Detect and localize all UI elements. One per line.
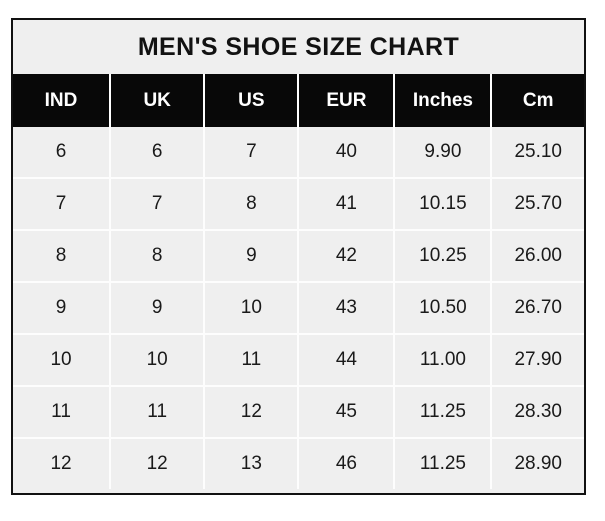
cell-uk: 12 xyxy=(110,437,206,489)
column-header-us: US xyxy=(204,74,300,127)
cell-us: 13 xyxy=(204,437,300,489)
table-row: 10 10 11 44 11.00 27.90 xyxy=(13,333,584,386)
cell-uk: 10 xyxy=(110,333,206,386)
cell-eur: 45 xyxy=(298,385,396,438)
cell-uk: 9 xyxy=(110,281,206,334)
cell-inches: 9.90 xyxy=(394,127,493,178)
cell-eur: 43 xyxy=(298,281,396,334)
table-row: 7 7 8 41 10.15 25.70 xyxy=(13,177,584,230)
chart-title: MEN'S SHOE SIZE CHART xyxy=(13,20,584,74)
column-header-uk: UK xyxy=(110,74,206,127)
column-header-inches: Inches xyxy=(394,74,493,127)
cell-us: 9 xyxy=(204,229,300,282)
cell-us: 12 xyxy=(204,385,300,438)
cell-inches: 11.00 xyxy=(394,333,493,386)
cell-inches: 11.25 xyxy=(394,385,493,438)
cell-cm: 26.00 xyxy=(491,229,584,282)
cell-us: 8 xyxy=(204,177,300,230)
cell-cm: 26.70 xyxy=(491,281,584,334)
cell-ind: 10 xyxy=(13,333,112,386)
cell-eur: 41 xyxy=(298,177,396,230)
cell-uk: 6 xyxy=(110,127,206,178)
cell-ind: 7 xyxy=(13,177,112,230)
cell-ind: 11 xyxy=(13,385,112,438)
cell-us: 7 xyxy=(204,127,300,178)
cell-ind: 6 xyxy=(13,127,112,178)
cell-ind: 8 xyxy=(13,229,112,282)
cell-ind: 12 xyxy=(13,437,112,489)
cell-inches: 10.50 xyxy=(394,281,493,334)
table-row: 6 6 7 40 9.90 25.10 xyxy=(13,127,584,178)
cell-eur: 40 xyxy=(298,127,396,178)
cell-uk: 7 xyxy=(110,177,206,230)
cell-cm: 25.10 xyxy=(491,127,584,178)
cell-eur: 42 xyxy=(298,229,396,282)
cell-inches: 11.25 xyxy=(394,437,493,489)
shoe-size-table: IND UK US EUR Inches Cm 6 6 7 40 9.90 25… xyxy=(13,74,584,489)
cell-uk: 11 xyxy=(110,385,206,438)
cell-us: 11 xyxy=(204,333,300,386)
table-body: 6 6 7 40 9.90 25.10 7 7 8 41 10.15 25.70… xyxy=(13,127,584,489)
cell-cm: 27.90 xyxy=(491,333,584,386)
table-row: 12 12 13 46 11.25 28.90 xyxy=(13,437,584,489)
cell-cm: 28.30 xyxy=(491,385,584,438)
header-row: IND UK US EUR Inches Cm xyxy=(13,74,584,127)
cell-uk: 8 xyxy=(110,229,206,282)
column-header-ind: IND xyxy=(13,74,112,127)
cell-cm: 28.90 xyxy=(491,437,584,489)
table-row: 9 9 10 43 10.50 26.70 xyxy=(13,281,584,334)
cell-inches: 10.15 xyxy=(394,177,493,230)
cell-ind: 9 xyxy=(13,281,112,334)
table-row: 8 8 9 42 10.25 26.00 xyxy=(13,229,584,282)
cell-cm: 25.70 xyxy=(491,177,584,230)
size-chart-container: MEN'S SHOE SIZE CHART IND UK US EUR Inch… xyxy=(11,18,586,495)
cell-us: 10 xyxy=(204,281,300,334)
cell-inches: 10.25 xyxy=(394,229,493,282)
column-header-cm: Cm xyxy=(491,74,584,127)
cell-eur: 44 xyxy=(298,333,396,386)
table-row: 11 11 12 45 11.25 28.30 xyxy=(13,385,584,438)
cell-eur: 46 xyxy=(298,437,396,489)
column-header-eur: EUR xyxy=(298,74,396,127)
table-header: IND UK US EUR Inches Cm xyxy=(13,74,584,127)
